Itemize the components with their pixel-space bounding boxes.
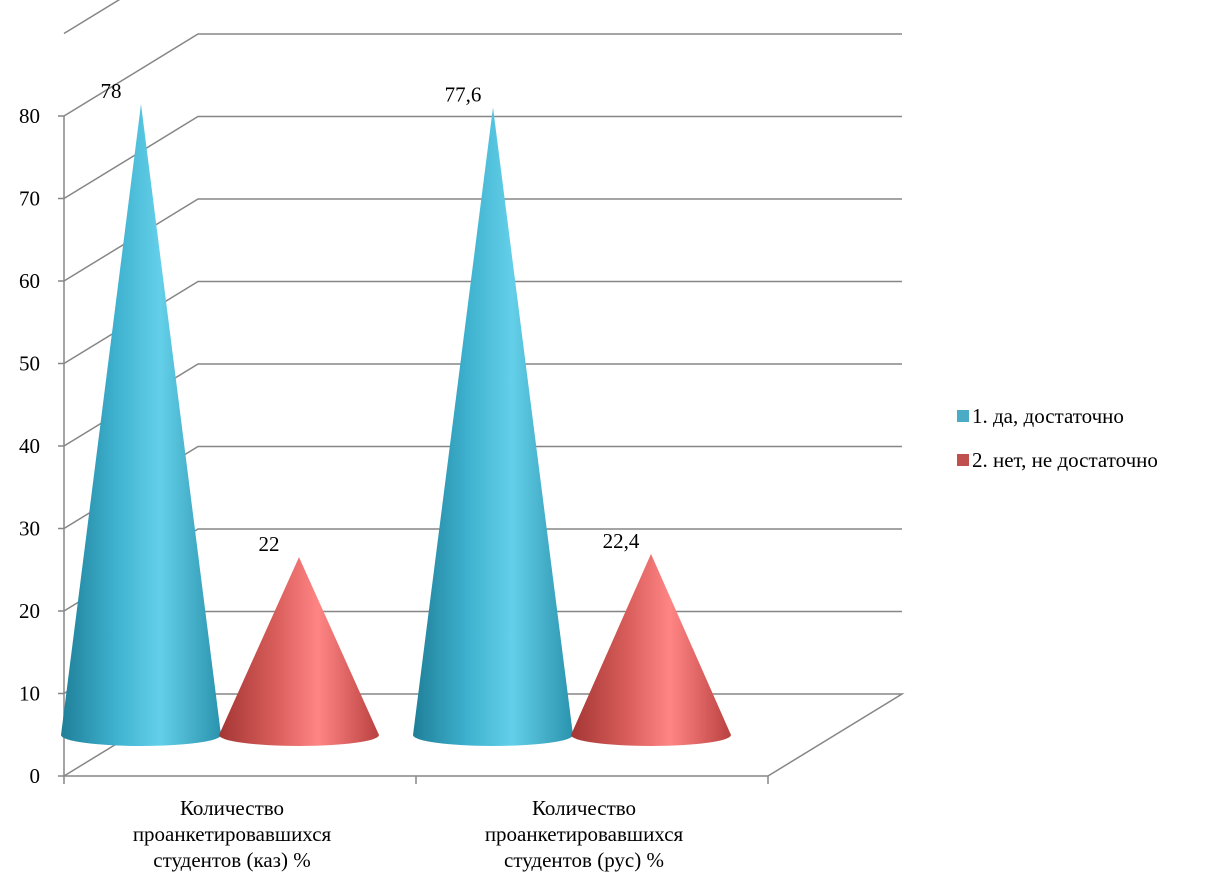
data-label: 77,6 bbox=[445, 82, 482, 106]
plot-area bbox=[61, 104, 731, 747]
y-tick-label: 10 bbox=[19, 682, 40, 706]
y-tick-label: 20 bbox=[19, 599, 40, 623]
gridline bbox=[63, 33, 902, 117]
legend-label: 2. нет, не достаточно bbox=[972, 448, 1158, 472]
data-label: 22,4 bbox=[603, 529, 640, 553]
gridline bbox=[63, 198, 902, 282]
data-labels: 78 77,6 22 22,4 bbox=[101, 79, 640, 556]
category-axis: Количество проанкетировавшихся студентов (… bbox=[63, 775, 769, 872]
category-label: Количество проанкетировавшихся студентов (… bbox=[485, 796, 684, 872]
y-tick-label: 30 bbox=[19, 517, 40, 541]
cone-no-1 bbox=[571, 553, 731, 746]
cone-no-0 bbox=[219, 557, 379, 746]
cone-yes-0 bbox=[61, 104, 221, 747]
data-label: 78 bbox=[101, 79, 122, 103]
gridline bbox=[63, 280, 902, 365]
gridline bbox=[63, 0, 121, 35]
category-label: Количество проанкетировавшихся студентов (… bbox=[133, 796, 332, 872]
y-tick-label: 70 bbox=[19, 187, 40, 211]
legend: 1. да, достаточно 2. нет, не достаточно bbox=[957, 404, 1158, 472]
y-tick-label: 40 bbox=[19, 434, 40, 458]
y-tick-label: 0 bbox=[30, 764, 41, 788]
legend-swatch bbox=[957, 410, 969, 422]
y-tick-label: 80 bbox=[19, 104, 40, 128]
gridline bbox=[63, 115, 902, 200]
legend-swatch bbox=[957, 454, 969, 466]
cone-yes-1 bbox=[413, 107, 573, 746]
y-tick-label: 50 bbox=[19, 352, 40, 376]
legend-label: 1. да, достаточно bbox=[972, 404, 1124, 428]
value-axis: 0 10 20 30 40 50 60 70 80 bbox=[19, 104, 65, 788]
data-label: 22 bbox=[259, 532, 280, 556]
y-tick-label: 60 bbox=[19, 269, 40, 293]
